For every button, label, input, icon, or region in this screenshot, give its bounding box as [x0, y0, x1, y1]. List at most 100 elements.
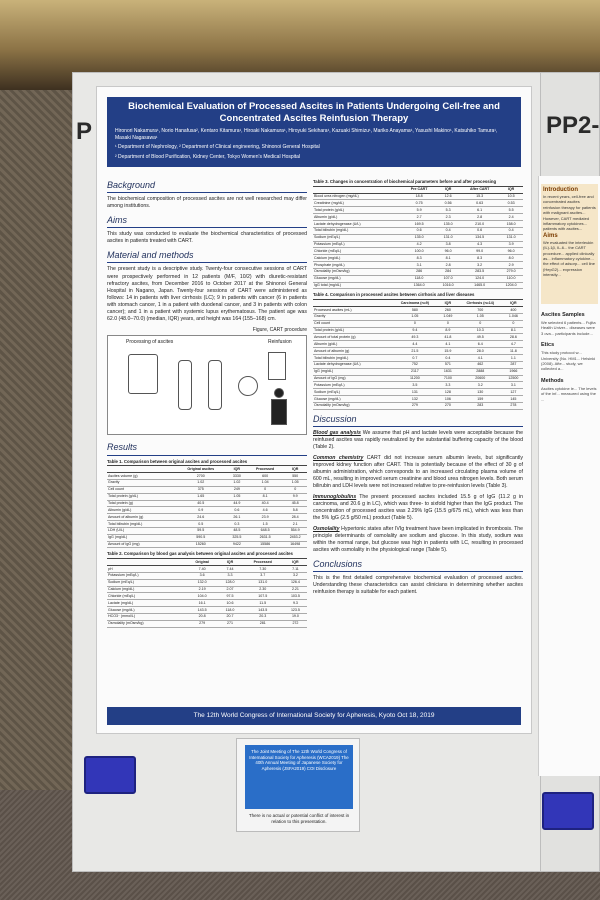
table-row: Glucose (mg/dL) 132 106 159 145 — [313, 395, 523, 403]
table-cell: 283.5 — [460, 268, 500, 276]
table-cell: 158.0 — [499, 220, 523, 228]
table-cell: 0 — [390, 320, 440, 328]
table-row: Albumin (g/dL) 2.7 2.3 2.8 2.4 — [313, 213, 523, 222]
table-cell: 0 — [439, 320, 457, 328]
table-cell: 130 — [456, 388, 504, 397]
table2-blood-gas: Original IQR Processed IQR pH 7.40 7.44 7.30 7.1… — [107, 558, 307, 628]
table-cell: 0 — [456, 320, 504, 328]
table-cell: 5.8 — [283, 506, 307, 515]
table-cell: 126.4 — [283, 579, 307, 587]
table1-original-vs-processed: Original ascites IQR Processed IQR Ascites v… — [107, 465, 307, 549]
discussion-osmolality: Osmolality Hypertonic states after IVIg … — [313, 526, 523, 554]
table-header-cell — [313, 185, 402, 194]
table-header-cell: IQR — [439, 299, 457, 308]
table-cell: 19.0 — [283, 613, 307, 621]
table-cell: 99.0 — [460, 247, 500, 256]
discussion-chemistry-text: CART did not increase serum albumin leve… — [313, 454, 523, 489]
table-row: Total protein (g/dL) 1.65 1.05 8.1 9.9 — [107, 493, 307, 501]
poster-affiliation-2: ² Department of Blood Purification, Kidn… — [115, 154, 301, 160]
poster-footer: The 12th World Congress of International… — [107, 707, 521, 725]
table-cell: 40.5 — [174, 500, 227, 508]
table-header-cell: IQR — [503, 299, 523, 308]
table-cell: 8.3 — [460, 254, 500, 263]
table-cell: Potassium (mEq/L) — [313, 241, 402, 249]
table-cell: 286 — [401, 268, 437, 276]
table-cell: Calcium (mg/dL) — [107, 586, 186, 594]
table-cell: 249 — [226, 486, 247, 494]
table-cell: 3.3 — [439, 381, 457, 390]
poster-authors: Hironori Nakamura¹, Norio Hanafusa², Ken… — [115, 127, 498, 141]
table-cell: 8.1 — [246, 493, 284, 501]
table-cell: 131.0 — [436, 234, 461, 242]
adjacent-ethics-text: This study protocol w... University (No.… — [541, 350, 596, 372]
table-cell: 271 — [218, 620, 242, 628]
table-cell: Total protein (g) — [107, 500, 175, 508]
table-cell: 110.0 — [499, 275, 523, 283]
table-cell: 104.0 — [185, 592, 219, 601]
table-row: IgG (mg/dL) 2117 1631 2888 1966 — [313, 368, 523, 376]
background-heading: Background — [107, 179, 307, 194]
methods-heading: Material and methods — [107, 249, 307, 264]
table-cell: 4.1 — [456, 354, 504, 362]
adjacent-samples-text: We selected 6 patients... Fujita Health … — [541, 320, 596, 336]
table-cell: Phosphate (mg/dL) — [313, 261, 402, 269]
fig-label-reinfusion: Reinfusion — [268, 339, 292, 346]
results-heading: Results — [107, 441, 307, 456]
table-cell: Total bilirubin (mg/dL) — [107, 520, 175, 528]
table-cell: 1204.0 — [499, 282, 523, 290]
table-cell: 20.7 — [218, 613, 242, 621]
table-cell: 0 — [283, 486, 307, 494]
table-cell: 49.5 — [456, 333, 504, 342]
discussion-immunoglobulins-lead: Immunoglobulins — [313, 494, 357, 501]
table-cell: 0.3 — [226, 520, 247, 528]
table-cell: 8.0 — [499, 254, 523, 263]
table-cell: Lactate dehydrogenase (U/L) — [313, 220, 402, 228]
poster-affiliation-1: ¹ Department of Nephrology, ² Department… — [115, 144, 320, 151]
table-cell: 1.046 — [503, 313, 523, 321]
table-cell: 0.6 — [401, 227, 437, 235]
table-cell: 26.1 — [226, 513, 247, 522]
table-cell: 400 — [503, 306, 523, 314]
table-header-cell: Original — [185, 558, 219, 567]
table4-caption: Table 4. Comparison in processed ascites… — [313, 292, 475, 298]
table-cell: 2117 — [390, 368, 440, 376]
table-header-cell: Original ascites — [174, 465, 227, 474]
table-cell: 648.5 — [246, 527, 284, 535]
table-cell: 325.5 — [226, 534, 247, 542]
table-cell: 2.4 — [499, 213, 523, 222]
table-cell: 9.3 — [283, 599, 307, 608]
concentrator-shape — [208, 360, 222, 411]
adjacent-samples-heading: Ascites Samples — [541, 312, 585, 318]
table-cell: 278 — [503, 402, 523, 410]
discussion-chemistry-lead: Common chemistry — [313, 454, 364, 461]
table-cell: 4.2 — [401, 241, 437, 249]
table-cell: 0.7 — [390, 354, 440, 362]
table-cell: 281 — [241, 620, 284, 628]
table-cell: 7.44 — [218, 565, 242, 573]
table-cell: 12.6 — [436, 193, 461, 201]
table-header-cell: Processed — [241, 558, 284, 567]
table-cell: 45.8 — [283, 500, 307, 508]
table-row: Blood urea nitrogen (mg/dL) 18.8 12.6 15.3 1… — [313, 193, 523, 201]
discussion-chemistry: Common chemistry CART did not increase s… — [313, 455, 523, 490]
table-row: Phosphate (mg/dL) 3.1 2.8 3.2 2.9 — [313, 261, 523, 269]
adjacent-intro-box: Introduction In recent years, cell-free … — [541, 184, 598, 304]
table-row: Processed ascites (mL) 580 260 700 400 — [313, 306, 523, 314]
table-cell: 10.5 — [499, 193, 523, 201]
table-cell: Chloride (mEq/L) — [313, 247, 402, 256]
table-cell: 2.21 — [283, 586, 307, 594]
table-row: Glucose (mg/dL) 118.0 107.0 124.0 110.0 — [313, 275, 523, 283]
table-cell: 59.5 — [174, 527, 227, 535]
table-cell: 2.8 — [436, 261, 461, 269]
table-row: Calcium (mg/dL) 2.19 2.07 2.30 2.21 — [107, 586, 307, 594]
table-cell: 1.05 — [226, 493, 247, 501]
table-cell: 48.5 — [226, 527, 247, 535]
table-row: Gravity 1.05 1.049 1.05 1.046 — [313, 313, 523, 321]
table-cell: 3.3 — [218, 572, 242, 580]
table-row: Sodium (mEq/L) 135.0 131.0 134.5 131.0 — [313, 234, 523, 242]
reinfusion-bag-shape — [268, 352, 286, 381]
table-row: Potassium (mEq/L) 3.6 3.3 3.7 3.2 — [107, 572, 307, 580]
table-cell: 128 — [439, 388, 457, 397]
table-header-row: Pre CART IQR After CART IQR — [313, 185, 523, 194]
table-cell: 284 — [436, 268, 461, 276]
